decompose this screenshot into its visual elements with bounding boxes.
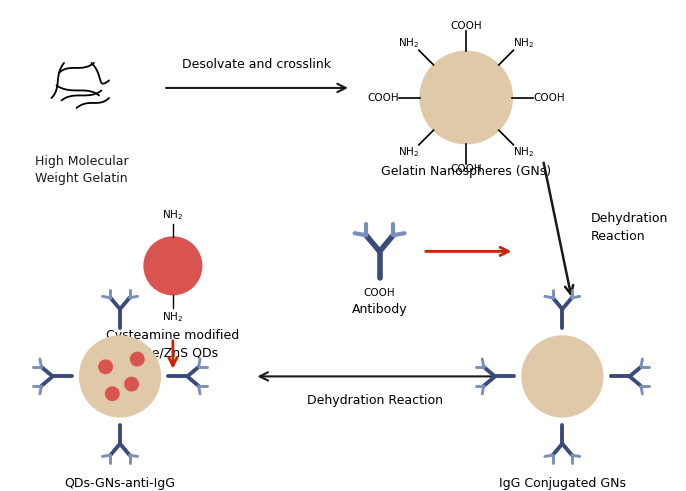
Text: Desolvate and crosslink: Desolvate and crosslink: [182, 57, 331, 71]
Text: QDs-GNs-anti-IgG: QDs-GNs-anti-IgG: [64, 477, 176, 491]
Circle shape: [125, 378, 139, 391]
Ellipse shape: [420, 52, 512, 144]
Text: Cysteamine modified
CdSe/ZnS QDs: Cysteamine modified CdSe/ZnS QDs: [106, 329, 239, 359]
Text: NH$_2$: NH$_2$: [398, 145, 419, 159]
Text: NH$_2$: NH$_2$: [163, 310, 183, 324]
Circle shape: [130, 353, 144, 366]
Text: Antibody: Antibody: [352, 303, 407, 316]
Circle shape: [99, 360, 113, 374]
Text: NH$_2$: NH$_2$: [163, 208, 183, 221]
Text: IgG Conjugated GNs: IgG Conjugated GNs: [499, 477, 626, 491]
Text: COOH: COOH: [364, 288, 395, 298]
Ellipse shape: [80, 336, 161, 417]
Circle shape: [144, 237, 202, 295]
Text: NH$_2$: NH$_2$: [398, 36, 419, 50]
Text: COOH: COOH: [450, 21, 482, 30]
Text: High Molecular
Weight Gelatin: High Molecular Weight Gelatin: [35, 155, 128, 185]
Text: COOH: COOH: [450, 164, 482, 174]
Text: NH$_2$: NH$_2$: [514, 145, 534, 159]
Ellipse shape: [522, 336, 603, 417]
Text: Dehydration Reaction: Dehydration Reaction: [307, 394, 443, 407]
Text: NH$_2$: NH$_2$: [514, 36, 534, 50]
Text: Dehydration
Reaction: Dehydration Reaction: [591, 212, 669, 243]
Text: Gelatin Nanospheres (GNs): Gelatin Nanospheres (GNs): [381, 165, 552, 178]
Text: COOH: COOH: [368, 92, 399, 103]
Circle shape: [106, 387, 119, 401]
Text: COOH: COOH: [533, 92, 565, 103]
